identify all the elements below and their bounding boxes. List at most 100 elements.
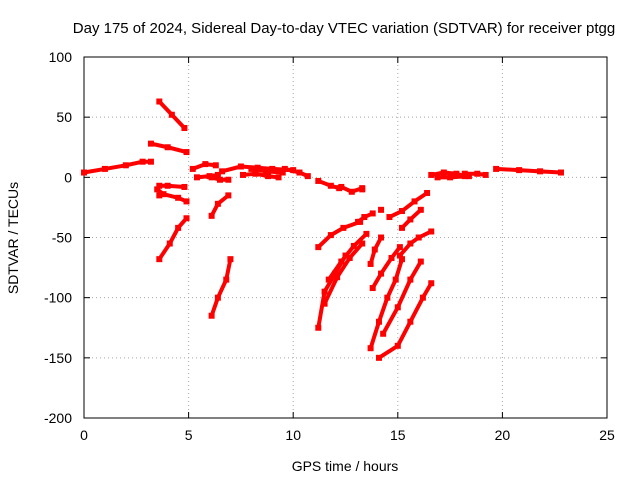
data-point: [474, 170, 481, 177]
series-arc-15: [281, 165, 311, 180]
isolated-data-point: [359, 186, 366, 193]
series-line: [370, 245, 402, 291]
data-point: [225, 192, 232, 199]
data-point: [122, 162, 129, 169]
data-point: [237, 163, 244, 170]
grid-layer: [84, 57, 607, 418]
series-line: [240, 171, 281, 180]
data-point: [419, 294, 426, 301]
data-point: [369, 210, 376, 217]
data-point: [227, 256, 234, 263]
data-point: [252, 170, 259, 177]
data-point: [369, 285, 376, 292]
data-point: [81, 169, 87, 176]
data-point: [164, 144, 171, 151]
data-point: [557, 169, 564, 176]
data-point: [327, 232, 334, 239]
series-arc-30: [398, 206, 424, 231]
data-point: [396, 252, 403, 259]
series-line: [387, 190, 430, 220]
data-point: [378, 234, 385, 241]
data-point: [428, 280, 435, 287]
data-point: [340, 224, 347, 231]
data-point: [219, 168, 226, 175]
data-point: [216, 176, 223, 183]
series-arc-23: [367, 234, 385, 267]
data-point: [183, 215, 190, 222]
data-point: [304, 173, 311, 180]
data-point: [398, 256, 405, 263]
data-point: [183, 149, 190, 156]
data-point: [156, 182, 163, 189]
data-point: [208, 174, 215, 181]
data-point: [428, 171, 435, 178]
y-tick-label: -200: [44, 410, 72, 426]
data-point: [156, 98, 163, 105]
x-tick-label: 5: [185, 427, 193, 443]
data-point: [265, 173, 272, 180]
data-point: [388, 254, 395, 261]
data-point: [371, 246, 378, 253]
data-point: [338, 183, 345, 190]
data-point: [417, 206, 424, 213]
data-point: [482, 171, 489, 178]
data-point: [269, 165, 276, 172]
series-line: [397, 229, 434, 258]
data-point: [281, 165, 288, 172]
data-point: [225, 176, 232, 183]
x-tick-label: 15: [390, 427, 406, 443]
y-axis-label: SDTVAR / TECUs: [5, 182, 21, 294]
data-point: [147, 140, 154, 147]
series-arc-29: [386, 189, 431, 221]
data-point: [417, 258, 424, 265]
series-arc-24: [367, 256, 405, 352]
data-point: [154, 186, 161, 193]
data-point: [315, 177, 322, 184]
data-point: [214, 200, 221, 207]
data-point: [239, 171, 246, 178]
data-point: [212, 162, 219, 169]
series-arc-11: [208, 256, 234, 319]
data-point: [380, 330, 387, 337]
data-point: [275, 174, 282, 181]
series-arc-07: [189, 161, 219, 172]
series-line: [157, 216, 189, 262]
data-point: [361, 214, 368, 221]
x-tick-label: 20: [495, 427, 511, 443]
data-point: [493, 165, 500, 172]
data-point: [263, 168, 269, 175]
data-point: [378, 270, 385, 277]
series-arc-26: [375, 280, 435, 361]
data-point: [407, 276, 414, 283]
data-point: [189, 165, 196, 172]
data-point: [363, 230, 370, 237]
data-point: [396, 244, 403, 251]
series-arc-03: [156, 98, 188, 131]
data-point: [193, 174, 200, 181]
data-point: [440, 169, 447, 176]
series-line: [316, 219, 363, 250]
data-point: [139, 158, 146, 165]
x-tick-label: 10: [285, 427, 301, 443]
data-point: [453, 170, 460, 177]
series-line: [209, 257, 233, 318]
series-arc-13: [239, 170, 282, 181]
series-arc-01: [81, 158, 154, 176]
y-tick-label: 100: [49, 49, 73, 65]
data-point: [447, 174, 454, 181]
data-point: [296, 169, 303, 176]
series-line: [155, 187, 189, 204]
series-arc-25: [369, 244, 403, 292]
data-point: [434, 174, 441, 181]
y-tick-label: 0: [64, 169, 72, 185]
series-arc-09: [208, 174, 232, 183]
series-line: [381, 259, 423, 336]
data-point: [147, 158, 154, 165]
data-point: [208, 312, 215, 319]
series-arc-14: [248, 165, 286, 176]
data-point: [325, 276, 332, 283]
data-point: [175, 194, 182, 201]
data-point: [516, 167, 523, 174]
